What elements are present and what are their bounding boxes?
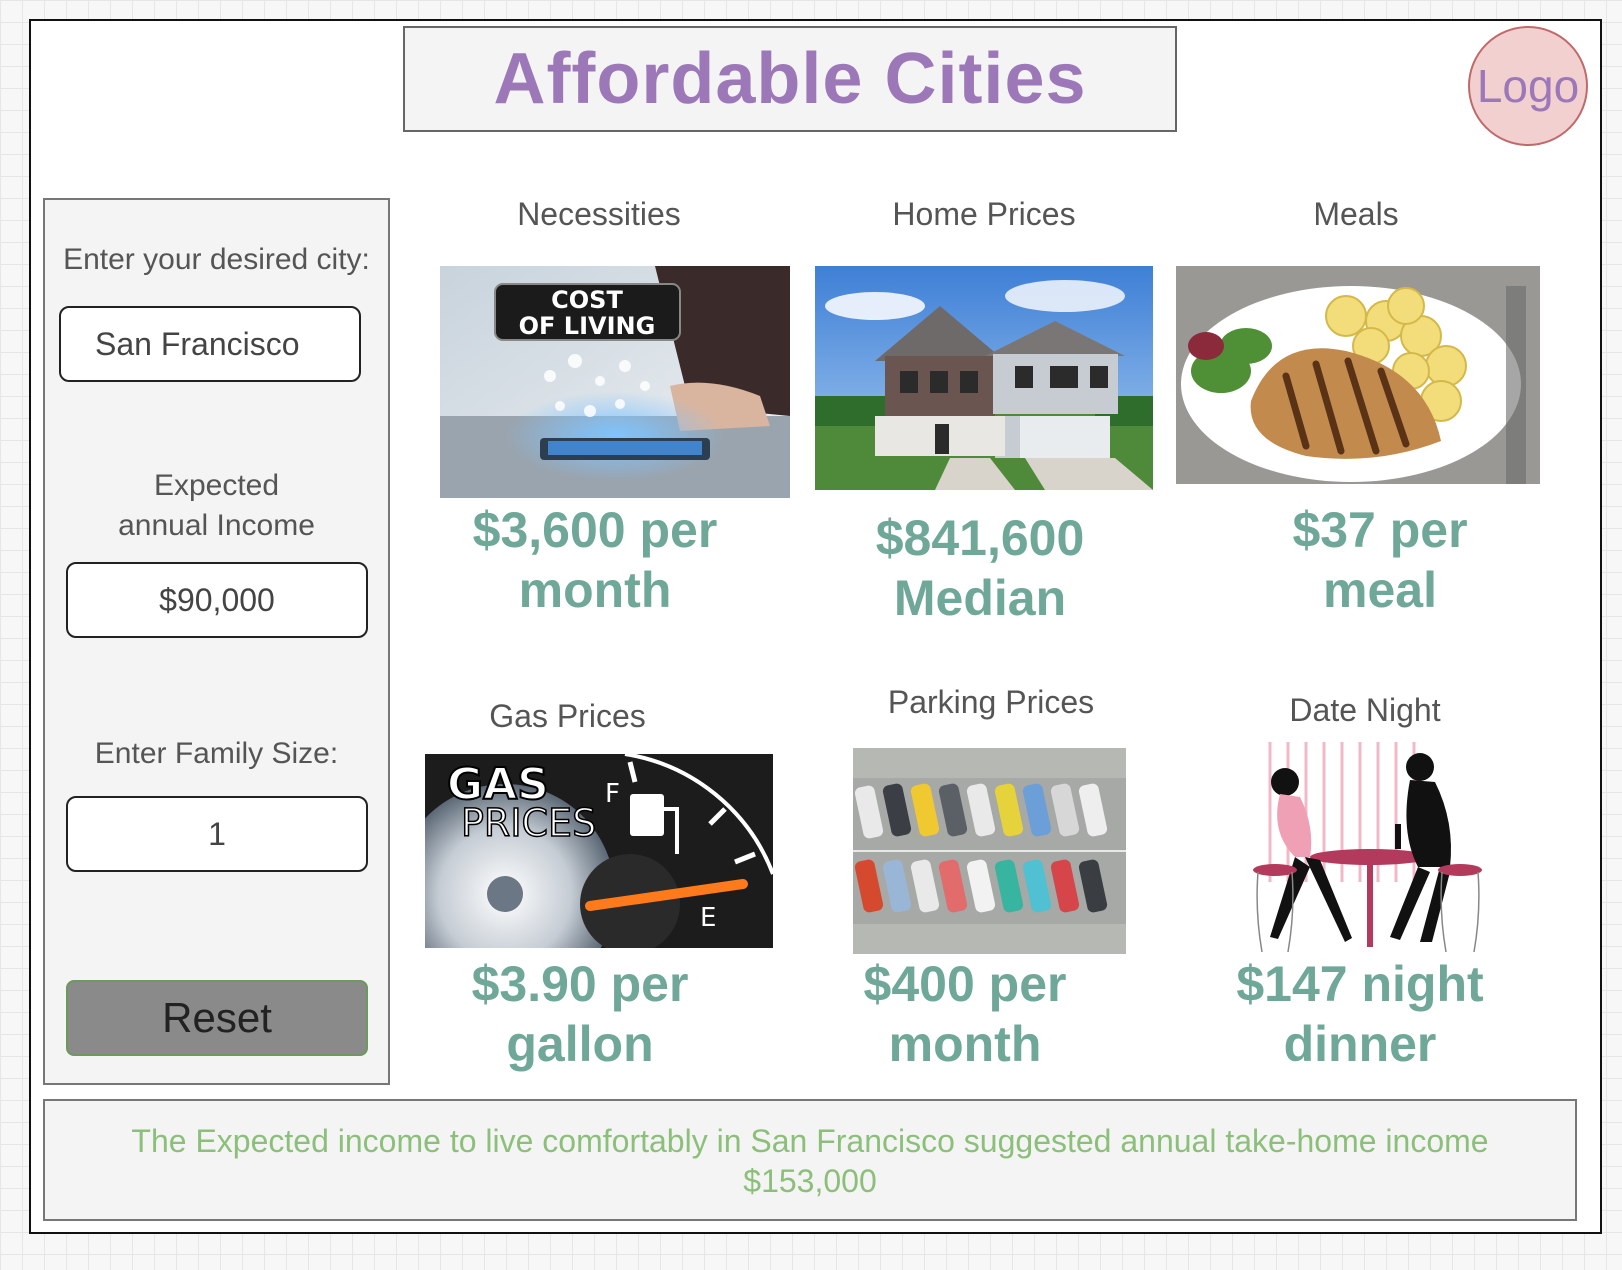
income-input[interactable] (66, 562, 368, 638)
home-prices-label: Home Prices (892, 196, 1076, 232)
parking-price-line1: $400 per (863, 956, 1067, 1012)
cost-label: COST (551, 286, 623, 314)
family-size-input[interactable] (66, 796, 368, 872)
date-night-price-line2: dinner (1283, 1016, 1437, 1072)
house-image (815, 266, 1153, 490)
city-label: Enter your desired city: (63, 243, 370, 276)
date-night-label: Date Night (1289, 692, 1441, 728)
reset-button[interactable]: Reset (66, 980, 368, 1056)
income-summary-text: The Expected income to live comfortably … (131, 1123, 1489, 1159)
necessities-label: Necessities (517, 196, 681, 232)
gas-price: $3.90 per gallon (425, 954, 735, 1074)
gauge-full-label: F (605, 779, 620, 809)
gas-prices-label: Gas Prices (489, 698, 646, 734)
meals-label: Meals (1313, 196, 1399, 232)
date-night-image (1250, 742, 1494, 964)
income-summary: The Expected income to live comfortably … (43, 1099, 1577, 1221)
logo[interactable]: Logo (1468, 26, 1588, 146)
date-night-price-line1: $147 night (1236, 956, 1484, 1012)
page-title: Affordable Cities (493, 39, 1087, 119)
parking-price-line2: month (888, 1016, 1042, 1072)
income-label-line2: annual Income (118, 509, 315, 542)
income-label-line1: Expected (153, 469, 280, 502)
title-banner: Affordable Cities (403, 26, 1177, 132)
home-price-line1: $841,600 (875, 510, 1085, 566)
necessities-price-line2: month (518, 562, 672, 618)
gas-price-line2: gallon (506, 1016, 654, 1072)
parking-lot-image (853, 748, 1126, 954)
family-size-label: Enter Family Size: (94, 737, 339, 770)
meal-price: $37 per meal (1240, 500, 1520, 620)
prices-caption: PRICES (461, 801, 596, 845)
gas-price-line1: $3.90 per (471, 956, 689, 1012)
gauge-empty-label: E (700, 903, 716, 933)
cost-of-living-image: COST OF LIVING (440, 266, 790, 498)
logo-label: Logo (1476, 60, 1580, 112)
necessities-price-line1: $3,600 per (472, 502, 718, 558)
city-input[interactable] (59, 306, 361, 382)
meal-price-line2: meal (1323, 562, 1437, 618)
home-price: $841,600 Median (815, 508, 1145, 628)
necessities-price: $3,600 per month (440, 500, 750, 620)
of-living-label: OF LIVING (519, 312, 656, 340)
meal-image (1176, 266, 1540, 484)
parking-price: $400 per month (815, 954, 1115, 1074)
sidebar-form: Enter your desired city: Expected annual… (43, 198, 390, 1085)
gas-caption: GAS (447, 759, 549, 810)
meal-price-line1: $37 per (1292, 502, 1468, 558)
date-night-price: $147 night dinner (1210, 954, 1510, 1074)
income-summary-amount: $153,000 (743, 1163, 877, 1199)
gas-prices-image: F E GAS PRICES (425, 754, 773, 948)
home-price-line2: Median (893, 570, 1067, 626)
parking-prices-label: Parking Prices (887, 684, 1095, 720)
